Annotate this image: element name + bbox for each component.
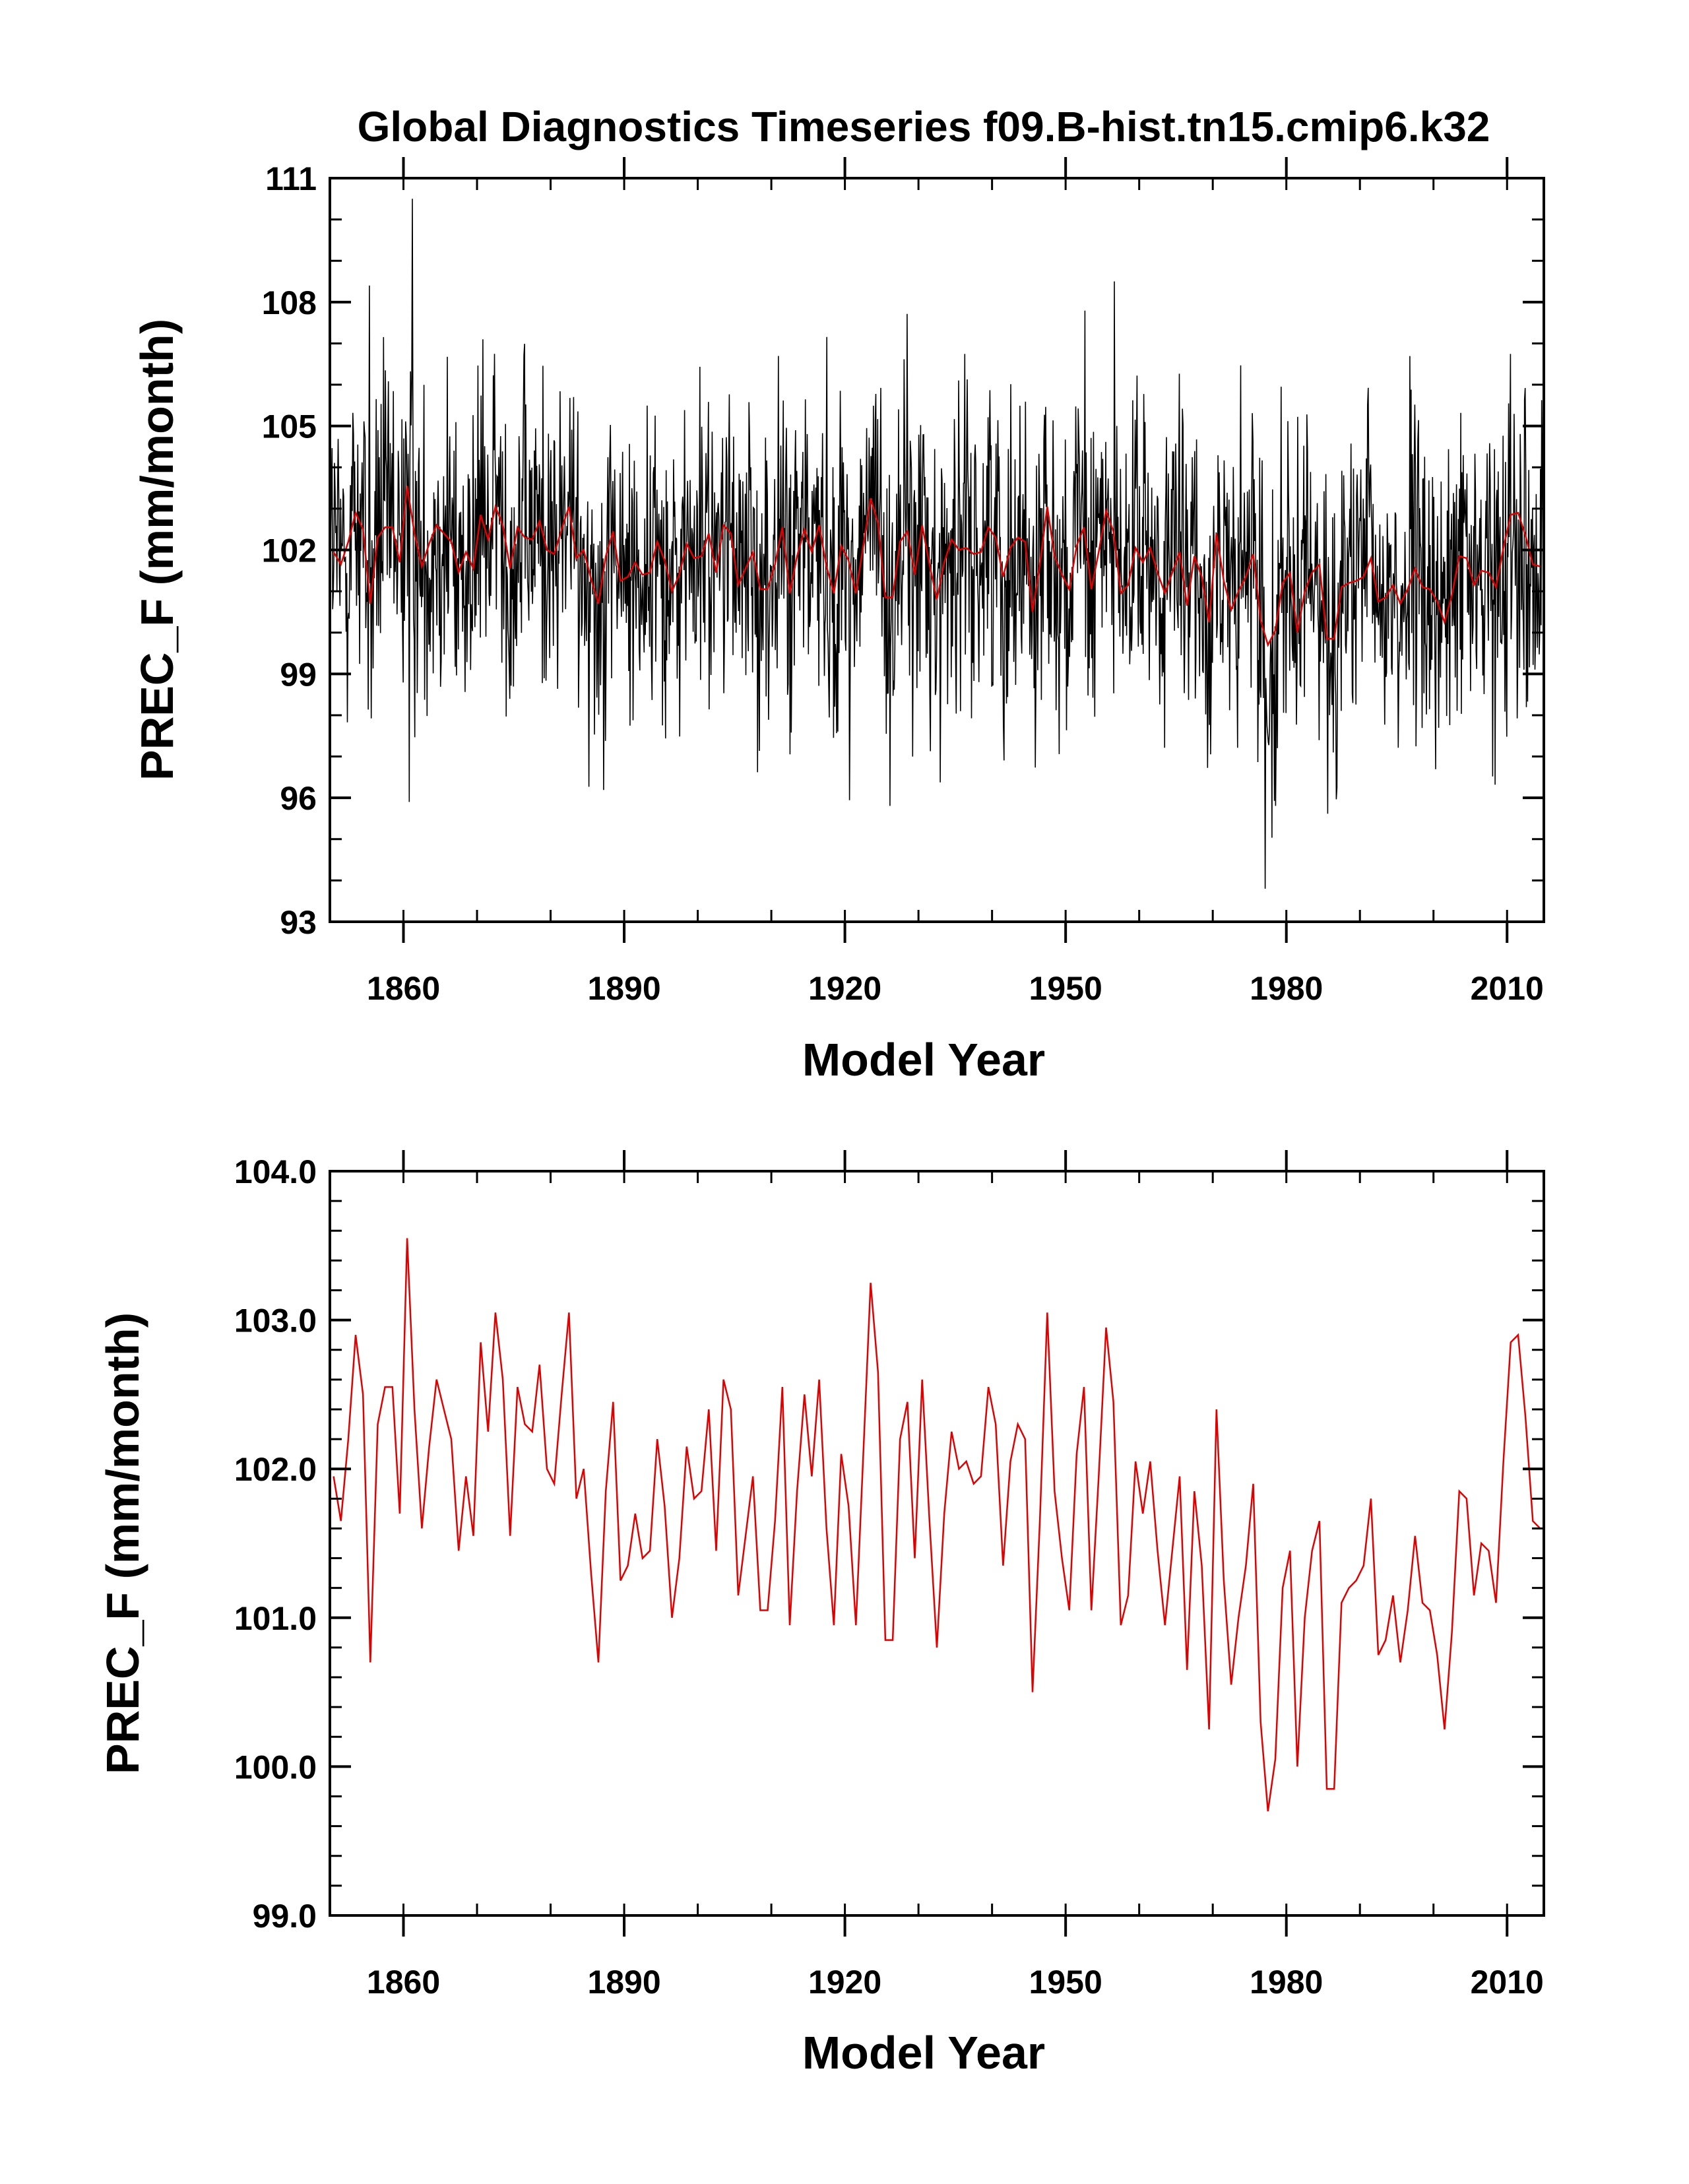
y-tick-labels-top: 93 96 99 102 105 108 111 [262,160,317,941]
annual-series-line-top [333,486,1541,647]
chart-title: Global Diagnostics Timeseries f09.B-hist… [358,103,1490,150]
monthly-series-line [329,199,1545,889]
x-axis-label-top: Model Year [802,1034,1045,1085]
y-tick-labels-bottom: 99.0 100.0 101.0 102.0 103.0 104.0 [234,1153,317,1935]
annual-series-group [333,486,1541,647]
y-tick-label: 105 [262,408,317,445]
y-tick-label: 104.0 [234,1153,317,1190]
y-tick-label: 103.0 [234,1302,317,1339]
x-tick-labels-bottom: 1860 1890 1920 1950 1980 2010 [367,1964,1544,2001]
x-tick-label: 1890 [587,1964,660,2001]
x-tick-label: 1860 [367,970,440,1007]
monthly-series-group [329,199,1545,889]
x-tick-label: 2010 [1471,1964,1544,2001]
y-axis-label-top: PREC_F (mm/month) [131,319,183,781]
x-tick-label: 1890 [587,970,660,1007]
y-tick-label: 108 [262,284,317,321]
x-tick-label: 1920 [808,1964,881,2001]
bottom-panel: 99.0 100.0 101.0 102.0 103.0 104.0 1860 1890 19… [97,1150,1545,2078]
y-tick-label: 111 [265,160,317,197]
x-tick-label: 1860 [367,1964,440,2001]
x-tick-label: 1920 [808,970,881,1007]
x-tick-label: 1950 [1029,970,1102,1007]
plot-frame-bottom [329,1170,1545,1917]
y-tick-label: 102 [262,532,317,569]
y-tick-label: 102.0 [234,1451,317,1488]
y-axis-label-bottom: PREC_F (mm/month) [97,1312,148,1774]
y-tick-label: 99.0 [253,1898,317,1935]
y-tick-label: 99 [280,656,317,693]
x-axis-label-bottom: Model Year [802,2027,1045,2078]
x-tick-labels-top: 1860 1890 1920 1950 1980 2010 [367,970,1544,1007]
x-tick-label: 1980 [1250,970,1323,1007]
y-tick-label: 100.0 [234,1749,317,1785]
y-tick-label: 101.0 [234,1600,317,1637]
x-tick-label: 1950 [1029,1964,1102,2001]
x-tick-label: 1980 [1250,1964,1323,2001]
top-panel: Global Diagnostics Timeseries f09.B-hist… [131,103,1545,1085]
x-tick-label: 2010 [1471,970,1544,1007]
y-tick-label: 96 [280,780,317,817]
axis-ticks-top [329,157,1544,943]
axis-ticks-bottom [329,1150,1544,1937]
y-tick-label: 93 [280,904,317,941]
annual-series-group-bottom [333,1238,1541,1812]
